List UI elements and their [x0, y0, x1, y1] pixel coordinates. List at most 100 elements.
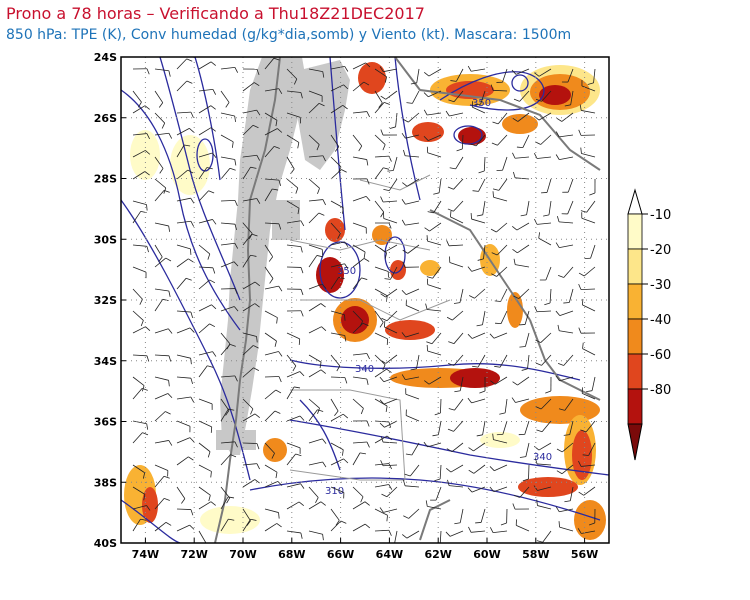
wind-barb: [330, 66, 349, 72]
wind-barb: [242, 332, 258, 343]
wind-barb: [242, 109, 261, 116]
wind-barb: [198, 351, 217, 357]
colorbar-label: -30: [650, 278, 671, 293]
wind-barb: [535, 332, 552, 343]
wind-barb: [330, 263, 349, 269]
contour-label: 350: [337, 266, 356, 277]
wind-barb: [563, 420, 574, 436]
wind-barb: [410, 68, 420, 85]
wind-barb: [352, 441, 370, 448]
wind-barb: [513, 90, 530, 102]
wind-barb: [561, 200, 574, 215]
wind-barb: [220, 306, 239, 312]
wind-barb: [521, 354, 530, 371]
wind-barb: [154, 288, 171, 297]
wind-barb: [176, 310, 194, 318]
wind-barb: [198, 105, 216, 114]
wind-barb: [516, 134, 530, 149]
wind-barb: [176, 524, 195, 532]
colorbar-segment: [627, 213, 643, 250]
wind-barb: [132, 432, 149, 444]
wind-barb: [423, 90, 442, 98]
wind-barb: [286, 453, 302, 466]
wind-barb: [379, 66, 398, 73]
wind-barb: [286, 530, 303, 539]
wind-barb: [518, 420, 530, 436]
wind-barb: [220, 486, 231, 504]
wind-barb: [264, 266, 274, 284]
wind-barb: [198, 501, 216, 510]
wind-barb: [500, 508, 508, 526]
wind-barb: [447, 479, 464, 488]
wind-barb: [154, 522, 172, 532]
wind-barb: [352, 178, 370, 185]
wind-barb: [374, 90, 383, 108]
wind-barb: [132, 354, 150, 362]
wind-barb: [379, 507, 398, 513]
wind-barb: [490, 84, 508, 92]
wind-barb: [154, 354, 172, 362]
wind-barb: [352, 81, 370, 92]
wind-barb: [176, 327, 195, 334]
wind-barb: [220, 343, 236, 356]
wind-barb: [352, 258, 370, 268]
wind-barb: [555, 310, 574, 317]
wind-barb: [535, 354, 552, 366]
wind-barb: [352, 222, 367, 234]
wind-barb: [132, 310, 144, 327]
wind-barb: [578, 486, 596, 496]
wind-barb: [380, 460, 398, 467]
lat-tick-label: 34S: [94, 355, 117, 368]
wind-barb: [456, 134, 464, 152]
wind-barb: [330, 486, 345, 499]
colorbar-label: -10: [650, 208, 671, 223]
wind-barb: [352, 111, 370, 118]
wind-barb: [264, 310, 278, 324]
wind-barb: [220, 112, 236, 122]
wind-barb: [513, 288, 530, 299]
wind-barb: [499, 398, 508, 415]
wind-barb: [220, 90, 230, 108]
wind-barb: [512, 376, 530, 386]
wind-barb: [492, 191, 508, 202]
wind-barb: [198, 190, 215, 202]
wind-barb: [308, 155, 326, 162]
wind-barb: [434, 398, 442, 416]
wind-barb: [308, 409, 324, 422]
wind-barb: [308, 68, 325, 78]
wind-barb: [132, 464, 146, 479]
wind-barb: [533, 153, 552, 159]
wind-barb: [581, 79, 596, 92]
wind-barb: [578, 460, 596, 467]
wind-barb: [154, 244, 163, 262]
wind-barb: [512, 112, 530, 122]
wind-barb: [380, 129, 398, 136]
wind-barb: [491, 266, 508, 277]
wind-barb: [494, 354, 508, 368]
wind-barb: [512, 152, 530, 159]
wind-barb: [475, 508, 486, 524]
wind-barb: [511, 397, 530, 403]
wind-barb: [558, 398, 574, 411]
wind-barb: [476, 310, 486, 327]
wind-barb: [520, 200, 530, 217]
wind-barb: [198, 167, 213, 180]
wind-barb: [515, 519, 530, 532]
wind-barb: [352, 523, 371, 532]
wind-barb: [220, 242, 239, 249]
wind-barb: [352, 353, 370, 360]
wind-barb: [374, 134, 386, 151]
colorbar: -10 -20 -30 -40 -60 -80: [627, 188, 671, 461]
wind-barb: [330, 376, 348, 384]
wind-barb: [352, 398, 364, 415]
wind-barb: [220, 375, 238, 382]
wind-barb: [264, 285, 283, 292]
wind-barb: [154, 393, 173, 400]
wind-barb: [132, 420, 149, 430]
wind-barb: [132, 133, 150, 140]
wind-barb: [308, 326, 327, 334]
wind-barb: [534, 68, 552, 77]
wind-barb: [308, 199, 326, 206]
wind-barb: [491, 244, 508, 256]
lat-tick-label: 24S: [94, 51, 117, 64]
